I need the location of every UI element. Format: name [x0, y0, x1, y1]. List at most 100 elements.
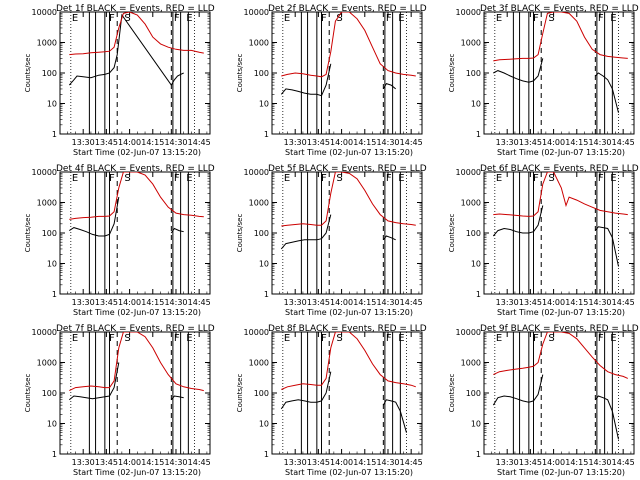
- marker-label-f: F: [174, 13, 180, 24]
- x-tick-label: 14:00: [542, 458, 565, 467]
- marker-label-s: S: [548, 13, 554, 24]
- plot-frame: [59, 331, 211, 455]
- y-tick-label: 10: [47, 100, 57, 109]
- y-tick-label: 10000: [456, 8, 481, 17]
- x-tick-label: 14:15: [565, 458, 588, 467]
- detector-panel-2: Det 2f BLACK = Events, RED = LLD Counts/s…: [236, 4, 427, 157]
- y-tick-label: 1: [476, 450, 481, 459]
- marker-label-s: S: [124, 173, 130, 184]
- x-tick-label: 14:30: [164, 138, 187, 147]
- y-tick-label: 10: [259, 260, 269, 269]
- x-tick-label: 13:45: [95, 138, 118, 147]
- plot-frame: [271, 331, 423, 455]
- y-tick-label: 1: [476, 290, 481, 299]
- events-line: [69, 197, 120, 237]
- y-tick-label: 1: [264, 130, 269, 139]
- panel-title: Det 2f BLACK = Events, RED = LLD: [268, 4, 427, 14]
- y-tick-label: 10: [471, 260, 481, 269]
- marker-label-e: E: [72, 13, 78, 24]
- x-tick-label: 14:45: [400, 138, 423, 147]
- y-tick-label: 1000: [37, 39, 57, 48]
- y-tick-label: 100: [254, 389, 269, 398]
- panel-title: Det 8f BLACK = Events, RED = LLD: [268, 324, 427, 334]
- marker-label-f: F: [598, 13, 604, 24]
- x-tick-label: 14:30: [164, 298, 187, 307]
- plot-frame: [59, 171, 211, 295]
- y-axis-label: Counts/sec: [448, 374, 456, 413]
- y-tick-label: 1: [264, 450, 269, 459]
- y-tick-label: 100: [466, 389, 481, 398]
- marker-label-e: E: [72, 333, 78, 344]
- x-axis-label: Start Time (02-Jun-07 13:15:20): [497, 148, 625, 157]
- marker-label-e: E: [398, 13, 404, 24]
- marker-label-e: E: [496, 173, 502, 184]
- x-tick-label: 14:00: [542, 138, 565, 147]
- x-tick-label: 14:15: [565, 138, 588, 147]
- x-tick-label: 14:45: [188, 138, 211, 147]
- x-tick-label: 14:00: [330, 138, 353, 147]
- marker-label-f: F: [321, 13, 327, 24]
- marker-label-e: E: [186, 13, 192, 24]
- y-tick-label: 100: [42, 69, 57, 78]
- lld-line: [493, 12, 628, 62]
- marker-label-f: F: [174, 173, 180, 184]
- x-tick-label: 14:30: [376, 458, 399, 467]
- x-tick-label: 13:30: [72, 458, 95, 467]
- x-tick-label: 14:45: [188, 298, 211, 307]
- events-line: [594, 395, 619, 440]
- y-axis-label: Counts/sec: [24, 214, 32, 253]
- x-tick-label: 14:00: [542, 298, 565, 307]
- x-tick-label: 14:15: [353, 298, 376, 307]
- x-tick-label: 14:15: [565, 298, 588, 307]
- marker-label-s: S: [124, 13, 130, 24]
- plot-frame: [483, 171, 635, 295]
- y-tick-label: 1: [476, 130, 481, 139]
- detector-panel-8: Det 8f BLACK = Events, RED = LLD Counts/s…: [236, 324, 427, 477]
- x-tick-label: 13:45: [519, 458, 542, 467]
- marker-label-e: E: [284, 333, 290, 344]
- x-tick-label: 14:45: [400, 458, 423, 467]
- y-tick-label: 10000: [32, 8, 57, 17]
- y-axis-label: Counts/sec: [236, 54, 244, 93]
- x-tick-label: 13:45: [307, 458, 330, 467]
- y-tick-label: 1000: [461, 199, 481, 208]
- marker-label-f: F: [174, 333, 180, 344]
- marker-label-f: F: [321, 173, 327, 184]
- x-axis-label: Start Time (02-Jun-07 13:15:20): [285, 468, 413, 477]
- detector-panel-1: Det 1f BLACK = Events, RED = LLD Counts/s…: [24, 4, 215, 157]
- y-tick-label: 10: [471, 100, 481, 109]
- marker-label-e: E: [284, 173, 290, 184]
- x-tick-label: 14:30: [588, 298, 611, 307]
- events-line: [382, 399, 407, 433]
- y-tick-label: 1000: [461, 39, 481, 48]
- detector-panel-7: Det 7f BLACK = Events, RED = LLD Counts/s…: [24, 324, 215, 477]
- panel-title: Det 5f BLACK = Events, RED = LLD: [268, 164, 427, 174]
- x-axis-label: Start Time (02-Jun-07 13:15:20): [497, 308, 625, 317]
- y-tick-label: 1000: [249, 39, 269, 48]
- plot-frame: [59, 11, 211, 135]
- events-line: [280, 63, 332, 97]
- marker-label-e: E: [284, 13, 290, 24]
- x-tick-label: 14:30: [164, 458, 187, 467]
- y-axis-label: Counts/sec: [448, 54, 456, 93]
- marker-label-f: F: [533, 333, 539, 344]
- x-tick-label: 14:45: [612, 138, 635, 147]
- y-tick-label: 1: [52, 450, 57, 459]
- x-tick-label: 14:30: [588, 138, 611, 147]
- detector-panel-3: Det 3f BLACK = Events, RED = LLD Counts/s…: [448, 4, 639, 157]
- y-tick-label: 10000: [244, 168, 269, 177]
- y-tick-label: 1: [52, 130, 57, 139]
- marker-label-e: E: [610, 173, 616, 184]
- y-tick-label: 10: [259, 100, 269, 109]
- events-line: [382, 83, 397, 90]
- events-line: [280, 371, 332, 410]
- x-tick-label: 14:00: [118, 298, 141, 307]
- x-tick-label: 14:00: [330, 458, 353, 467]
- x-axis-label: Start Time (02-Jun-07 13:15:20): [285, 308, 413, 317]
- events-line: [594, 72, 619, 113]
- marker-label-s: S: [548, 173, 554, 184]
- x-tick-label: 14:00: [118, 458, 141, 467]
- detector-panel-5: Det 5f BLACK = Events, RED = LLD Counts/s…: [236, 164, 427, 317]
- y-tick-label: 1: [264, 290, 269, 299]
- x-tick-label: 14:30: [376, 138, 399, 147]
